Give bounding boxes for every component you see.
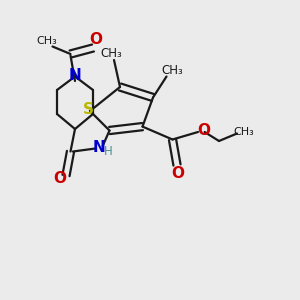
Text: CH₃: CH₃	[233, 127, 254, 137]
Text: N: N	[69, 68, 81, 82]
Text: CH₃: CH₃	[37, 35, 58, 46]
Text: S: S	[83, 102, 94, 117]
Text: N: N	[93, 140, 105, 154]
Text: O: O	[197, 123, 210, 138]
Text: CH₃: CH₃	[100, 47, 122, 61]
Text: O: O	[89, 32, 103, 46]
Text: O: O	[171, 166, 184, 181]
Text: O: O	[53, 171, 66, 186]
Text: H: H	[103, 145, 112, 158]
Text: CH₃: CH₃	[161, 64, 183, 77]
